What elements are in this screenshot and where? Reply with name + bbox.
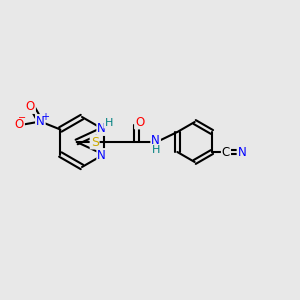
Text: H: H (152, 145, 160, 155)
Text: +: + (41, 112, 49, 122)
Text: C: C (222, 146, 230, 158)
Text: O: O (135, 116, 144, 128)
Text: H: H (104, 118, 113, 128)
Text: N: N (151, 134, 160, 148)
Text: O: O (15, 118, 24, 131)
Text: N: N (238, 146, 246, 158)
Text: −: − (18, 112, 26, 122)
Text: N: N (97, 149, 106, 162)
Text: N: N (97, 122, 106, 135)
Text: S: S (91, 136, 99, 148)
Text: N: N (36, 115, 45, 128)
Text: O: O (26, 100, 35, 113)
